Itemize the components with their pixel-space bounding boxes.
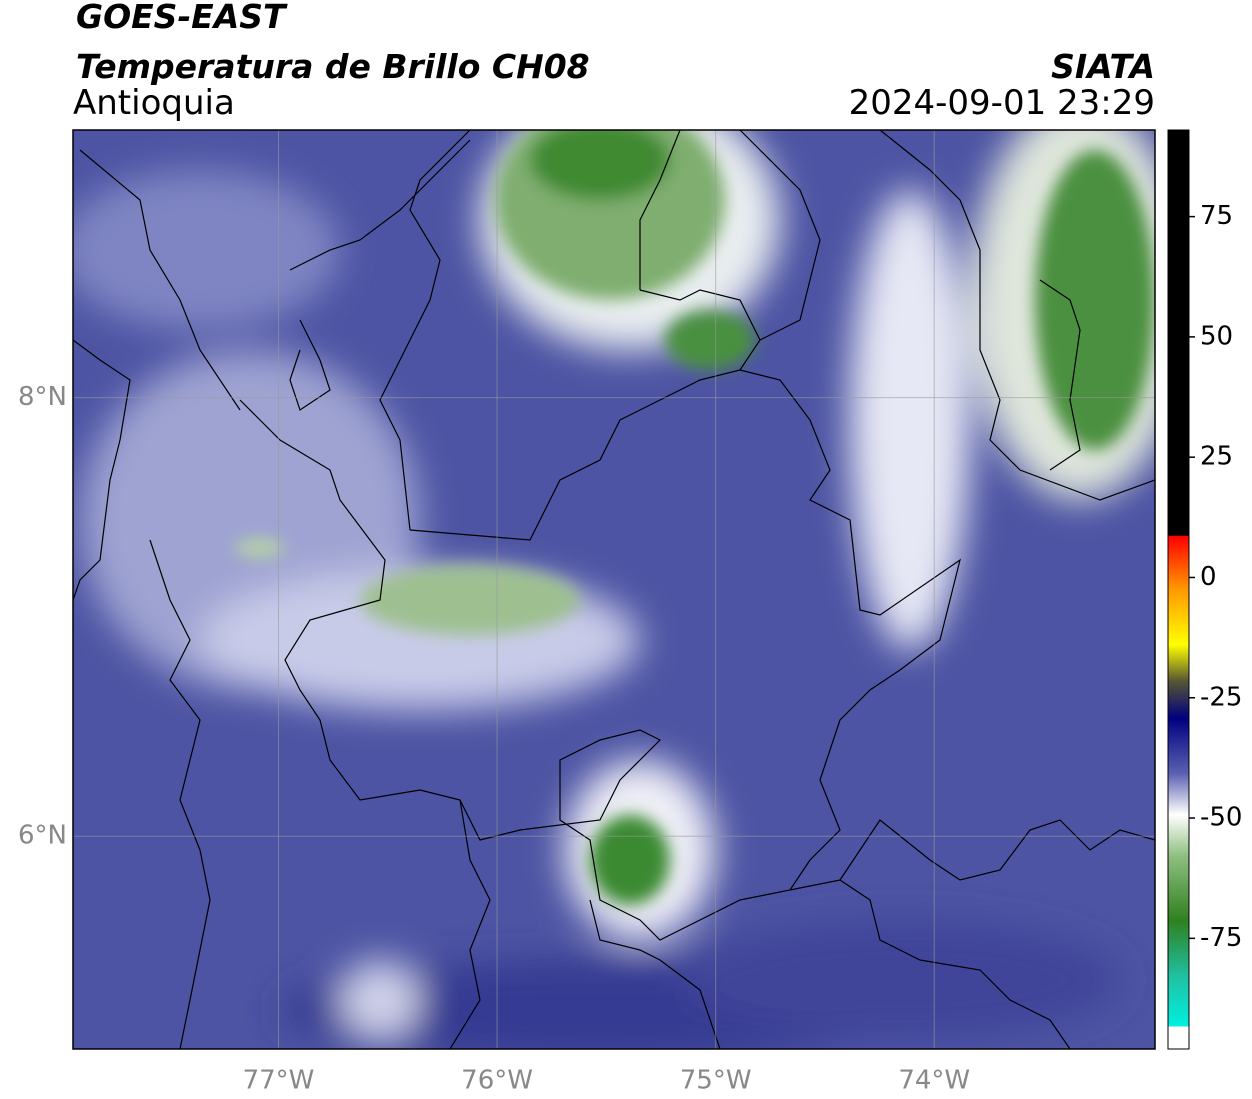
colorbar-tick-label: -50: [1200, 803, 1242, 833]
y-tick-label: 6°N: [18, 821, 67, 851]
x-tick-label: 76°W: [461, 1066, 533, 1096]
colorbar-tick-label: 75: [1200, 201, 1233, 231]
subtitle: Temperatura de Brillo CH08: [76, 47, 590, 86]
colorbar-tick-label: 0: [1200, 562, 1217, 592]
colorbar-tick-label: -75: [1200, 923, 1242, 953]
y-tick-label: 8°N: [18, 382, 67, 412]
map-frame: [72, 129, 1156, 1050]
x-tick-label: 75°W: [680, 1066, 752, 1096]
region: Antioquia: [73, 83, 235, 123]
grid: [73, 130, 1155, 1049]
x-tick-label: 74°W: [898, 1066, 970, 1096]
colorbar-tick-label: 50: [1200, 321, 1233, 351]
datetime: 2024-09-01 23:29: [849, 83, 1155, 123]
map-image: [73, 130, 1155, 1049]
colorbar-tick-label: 25: [1200, 442, 1233, 472]
x-tick-label: 77°W: [243, 1066, 315, 1096]
title: GOES-EAST: [76, 0, 288, 36]
colorbar-tick-label: -25: [1200, 682, 1242, 712]
colorbar: [1167, 129, 1190, 1050]
source: SIATA: [1051, 47, 1155, 86]
